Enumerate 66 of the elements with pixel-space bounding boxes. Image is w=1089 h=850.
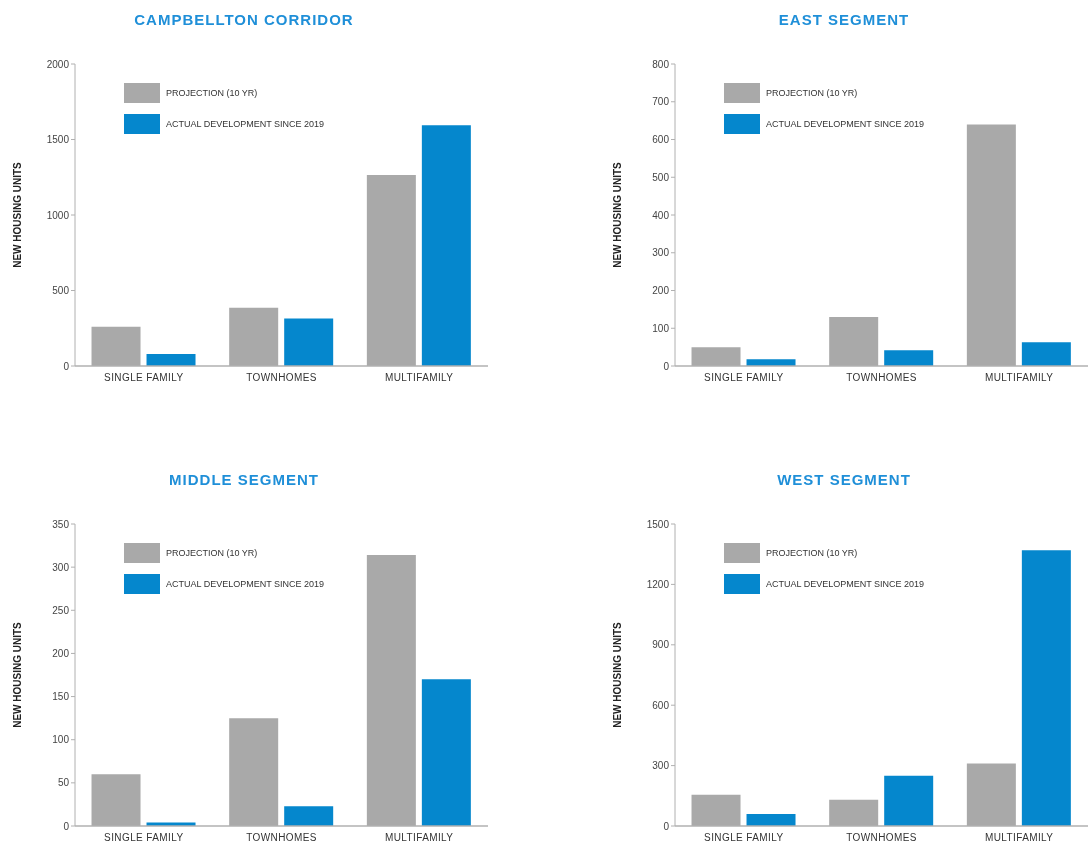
x-tick-label: SINGLE FAMILY: [104, 372, 184, 384]
y-tick-label: 100: [652, 322, 670, 334]
y-tick-label: 200: [652, 285, 670, 297]
chart-title: WEST SEGMENT: [776, 470, 912, 490]
y-tick-label: 400: [652, 209, 670, 221]
bar: [1021, 342, 1071, 366]
bar: [884, 350, 934, 366]
bar: [1021, 550, 1071, 826]
chart-title: CAMPBELLTON CORRIDOR: [133, 10, 355, 30]
y-tick-label: 2000: [46, 58, 70, 70]
y-axis-title: NEW HOUSING UNITS: [611, 621, 623, 728]
x-tick-label: SINGLE FAMILY: [104, 832, 184, 844]
y-tick-label: 1000: [46, 209, 70, 221]
bar: [284, 318, 334, 366]
y-tick-label: 50: [57, 777, 70, 789]
y-axis-title: NEW HOUSING UNITS: [11, 161, 23, 268]
y-tick-label: 150: [52, 691, 70, 703]
bar: [884, 775, 934, 826]
x-tick-label: SINGLE FAMILY: [704, 832, 784, 844]
x-tick-label: MULTIFAMILY: [384, 372, 454, 384]
legend-label: ACTUAL DEVELOPMENT SINCE 2019: [766, 119, 925, 129]
y-tick-label: 0: [63, 820, 70, 832]
y-tick-label: 250: [52, 604, 70, 616]
x-tick-label: TOWNHOMES: [246, 832, 317, 844]
x-tick-label: MULTIFAMILY: [984, 832, 1054, 844]
y-tick-label: 0: [663, 820, 670, 832]
y-axis-title: NEW HOUSING UNITS: [611, 161, 623, 268]
y-axis-title: NEW HOUSING UNITS: [11, 621, 23, 728]
legend-label: ACTUAL DEVELOPMENT SINCE 2019: [766, 579, 925, 589]
x-tick-label: TOWNHOMES: [846, 372, 917, 384]
x-tick-label: TOWNHOMES: [846, 832, 917, 844]
y-tick-label: 0: [63, 360, 70, 372]
bar: [421, 125, 471, 366]
chart-title: EAST SEGMENT: [777, 10, 911, 30]
legend-label: PROJECTION (10 YR): [766, 548, 858, 558]
bar: [746, 813, 796, 826]
y-tick-label: 300: [652, 247, 670, 259]
x-tick-label: MULTIFAMILY: [384, 832, 454, 844]
y-tick-label: 900: [652, 639, 670, 651]
y-tick-label: 1500: [646, 518, 670, 530]
y-tick-label: 700: [652, 96, 670, 108]
legend-label: PROJECTION (10 YR): [166, 548, 258, 558]
bar: [146, 353, 196, 366]
y-tick-label: 0: [663, 360, 670, 372]
y-tick-label: 1200: [646, 578, 670, 590]
x-tick-label: TOWNHOMES: [246, 372, 317, 384]
x-tick-label: SINGLE FAMILY: [704, 372, 784, 384]
y-tick-label: 600: [652, 699, 670, 711]
y-tick-label: 100: [52, 734, 70, 746]
legend-label: PROJECTION (10 YR): [166, 88, 258, 98]
y-tick-label: 600: [652, 134, 670, 146]
legend-label: ACTUAL DEVELOPMENT SINCE 2019: [166, 119, 325, 129]
y-tick-label: 500: [652, 171, 670, 183]
bar: [284, 806, 334, 826]
legend-label: PROJECTION (10 YR): [766, 88, 858, 98]
y-tick-label: 1500: [46, 134, 70, 146]
y-tick-label: 300: [52, 561, 70, 573]
y-tick-label: 300: [652, 760, 670, 772]
y-tick-label: 500: [52, 285, 70, 297]
y-tick-label: 200: [52, 647, 70, 659]
y-tick-label: 350: [52, 518, 70, 530]
chart-title: MIDDLE SEGMENT: [168, 470, 320, 490]
bar: [421, 679, 471, 826]
legend-label: ACTUAL DEVELOPMENT SINCE 2019: [166, 579, 325, 589]
y-tick-label: 800: [652, 58, 670, 70]
x-tick-label: MULTIFAMILY: [984, 372, 1054, 384]
